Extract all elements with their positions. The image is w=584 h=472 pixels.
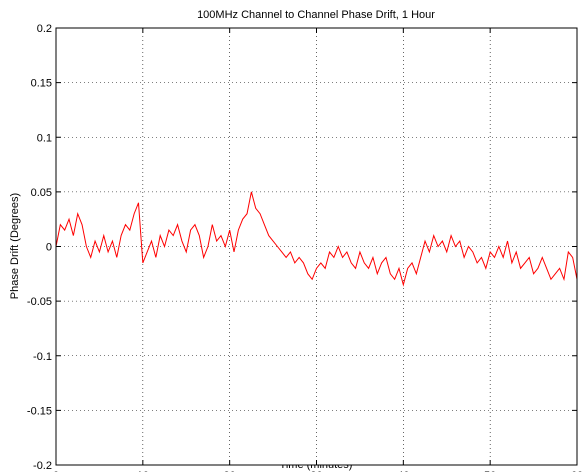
y-tick-label: -0.1 <box>33 351 52 363</box>
x-tick-label: 50 <box>484 470 496 472</box>
y-tick-label: 0.1 <box>37 132 52 144</box>
x-tick-label: 10 <box>137 470 149 472</box>
y-tick-label: -0.2 <box>33 460 52 472</box>
y-tick-label: 0.2 <box>37 23 52 35</box>
chart-title: 100MHz Channel to Channel Phase Drift, 1… <box>197 9 435 21</box>
x-tick-label: 30 <box>310 470 322 472</box>
y-tick-label: -0.15 <box>27 405 52 417</box>
y-tick-label: -0.05 <box>27 296 52 308</box>
x-tick-label: 0 <box>53 470 59 472</box>
x-tick-label: 20 <box>224 470 236 472</box>
data-line <box>55 191 578 287</box>
x-tick-label: 40 <box>397 470 409 472</box>
y-tick-label: 0 <box>46 242 52 254</box>
y-tick-label: 0.05 <box>31 187 52 199</box>
y-tick-label: 0.15 <box>31 78 52 90</box>
y-axis-label: Phase Drift (Degrees) <box>9 193 21 299</box>
x-tick-label: 60 <box>571 470 583 472</box>
axes-box <box>55 27 578 466</box>
